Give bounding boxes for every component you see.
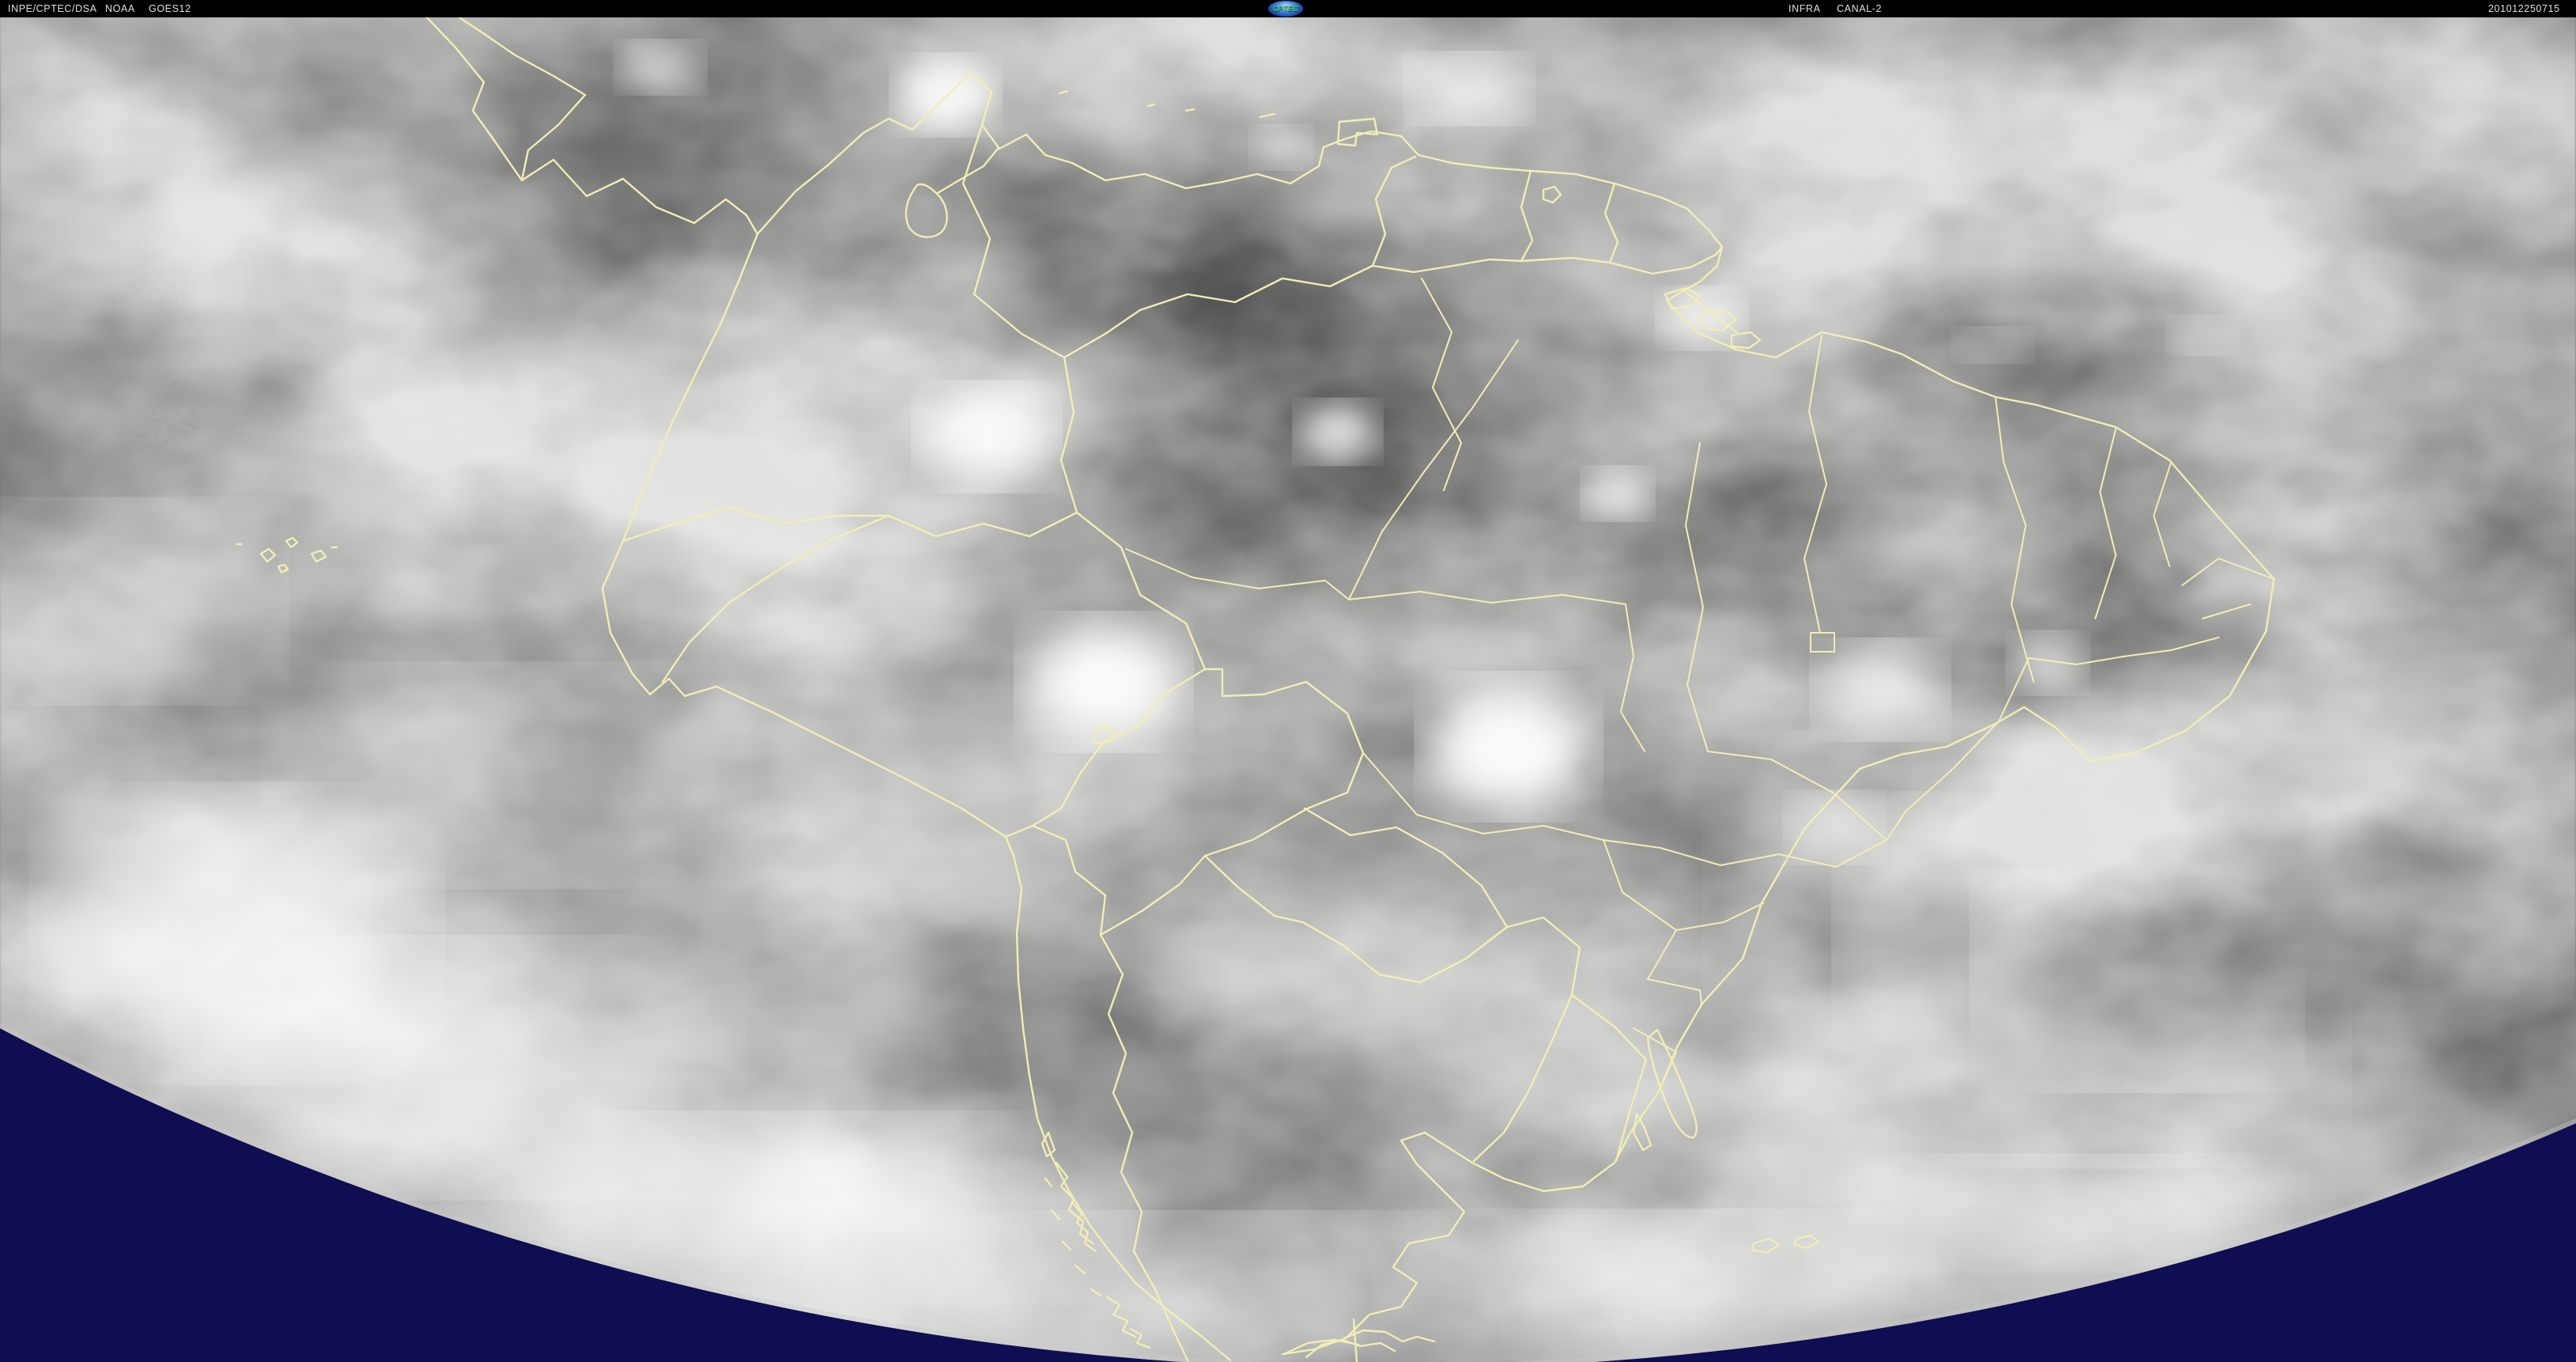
- agency-label: NOAA: [105, 3, 135, 14]
- timestamp-label: 201012250715: [2488, 3, 2560, 14]
- state-borders: [1125, 278, 2275, 1092]
- atlantic-swirl-cloud: [1733, 743, 2435, 1260]
- channel-type-label: INFRA: [1788, 3, 1821, 14]
- islands-and-lakes: [236, 89, 1820, 1359]
- country-borders: [621, 123, 1724, 1362]
- satellite-label: GOES12: [149, 3, 191, 14]
- coastline-panama: [425, 5, 759, 236]
- source-label: INPE/CPTEC/DSA: [8, 3, 97, 14]
- cptec-logo-icon: CPTEC: [1268, 1, 1303, 17]
- cptec-logo-text: CPTEC: [1272, 4, 1299, 13]
- header-bar: INPE/CPTEC/DSA NOAA GOES12 CPTEC INFRA C…: [0, 0, 2576, 17]
- channel-label: CANAL-2: [1837, 3, 1882, 14]
- convective-clouds: [621, 44, 2234, 859]
- coastline-south-america: [601, 71, 2276, 1362]
